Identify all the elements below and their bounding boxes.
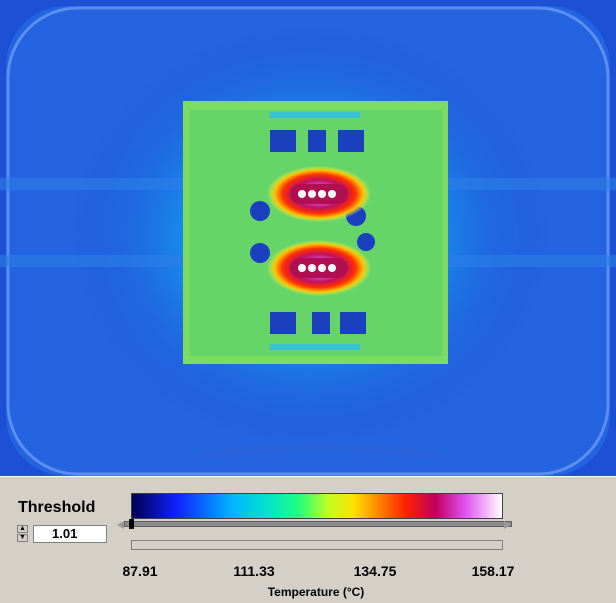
scale-line: [131, 540, 503, 541]
tick-label-2: 111.33: [233, 563, 275, 579]
colorbar-panel: Threshold ▲ ▼ 1.01 87.91 111.33 134.75 1…: [0, 476, 616, 603]
tick-label-max: 158.17: [471, 563, 515, 579]
temperature-axis-label: Temperature (°C): [267, 585, 365, 599]
threshold-label: Threshold: [18, 499, 96, 516]
tick-label-min: 87.91: [122, 563, 158, 579]
scale-bracket: [131, 541, 503, 550]
slider-left-arrow-icon[interactable]: [117, 521, 124, 529]
threshold-input[interactable]: 1.01: [33, 525, 107, 543]
range-slider-track[interactable]: [124, 521, 512, 527]
temperature-colorbar: [131, 493, 503, 519]
tick-label-3: 134.75: [353, 563, 397, 579]
threshold-spinner[interactable]: ▲ ▼: [17, 525, 29, 543]
range-slider-thumb[interactable]: [129, 519, 134, 529]
spin-down-icon[interactable]: ▼: [17, 534, 28, 542]
spin-up-icon[interactable]: ▲: [17, 525, 28, 533]
thermal-image-svg: [0, 6, 616, 476]
thermal-image: [0, 0, 616, 476]
slider-right-arrow-icon[interactable]: [504, 521, 511, 529]
